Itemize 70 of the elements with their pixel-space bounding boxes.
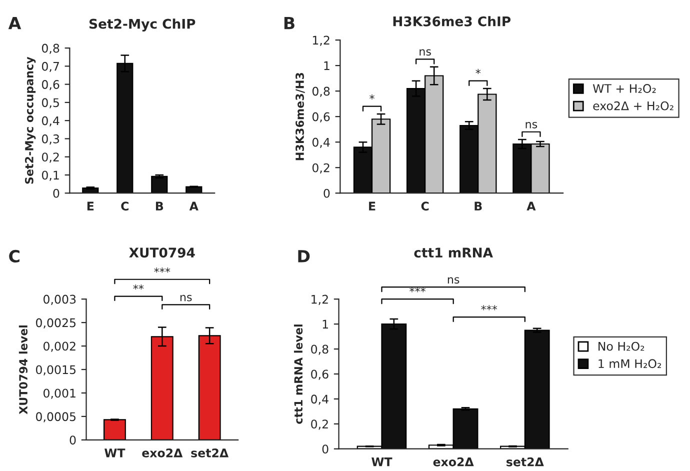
y-tick-label: 0 [324,188,330,198]
y-tick-label: 0,003 [44,294,76,305]
legend-label: No H₂O₂ [598,342,644,351]
y-tick-label: 0 [53,188,60,198]
y-tick-label: 1,2 [312,294,328,305]
y-tick-label: 0,002 [44,342,76,352]
chart-title: XUT0794 [129,248,195,258]
y-tick-label: 0,001 [44,388,76,399]
y-tick-label: 1 [322,320,328,329]
x-tick-label: A [526,202,536,210]
text: ns [448,277,460,284]
x-tick-label: WT [104,448,126,458]
legend-label: WT + H₂O₂ [592,84,656,93]
text: *** [154,268,170,273]
y-tick-label: 0,0025 [36,318,76,328]
y-tick-label: 0,7 [42,62,59,72]
text: ** [133,284,144,290]
y-tick-label: 0,6 [312,112,330,122]
chart-title: ctt1 mRNA [414,248,493,258]
y-tick-label: 0,1 [42,170,59,181]
x-tick-label: A [189,202,198,210]
legend-label: 1 mM H₂O₂ [598,359,661,368]
annotation: * [476,68,481,74]
annotation: ns [180,294,192,302]
y-tick-label: 1,2 [312,36,330,46]
annotation: * [370,94,374,100]
y-tick-label: 0 [70,436,76,445]
x-tick-label: B [156,202,164,210]
y-tick-label: 0,8 [311,344,328,355]
x-tick-label: set2Δ [506,457,544,466]
y-tick-label: 0,8 [42,44,60,54]
legend-label: exo2Δ + H₂O₂ [593,101,674,110]
x-tick-label: exo2Δ [433,457,474,466]
x-tick-label: exo2Δ [142,448,183,458]
y-axis-title: H3K36me3/H3 [296,72,305,160]
y-tick-label: 0,2 [42,152,59,163]
y-tick-label: 1 [324,61,330,70]
x-tick-label: E [369,202,376,210]
x-tick-label: WT [372,458,392,466]
annotation: ns [420,49,431,56]
y-tick-label: 0,4 [311,394,328,405]
y-tick-label: 0,0005 [36,412,76,422]
annotation: *** [481,305,498,310]
x-tick-label: B [474,202,482,210]
y-tick-label: 0,2 [311,420,328,430]
y-tick-label: 0,6 [42,80,60,90]
text: A [8,17,22,30]
y-axis-title: Set2-Myc occupancy [24,56,36,184]
y-axis-title: XUT0794 level [18,325,28,414]
x-tick-label: set2Δ [191,448,229,458]
y-tick-label: 0,3 [42,134,60,145]
y-tick-label: 0,2 [312,163,330,174]
y-tick-label: 0 [322,444,328,454]
text: D [298,250,310,262]
chart-title: H3K36me3 ChIP [393,16,511,26]
text: *** [410,287,426,292]
y-tick-label: 0,4 [42,116,60,126]
x-tick-label: E [87,202,94,210]
y-tick-label: 0,8 [312,86,330,97]
y-tick-label: 0,4 [312,138,330,148]
text: C [9,250,20,263]
y-tick-label: 0,6 [311,370,328,380]
y-tick-label: 0,5 [42,98,59,108]
x-tick-label: C [121,202,128,211]
chart-title: Set2-Myc ChIP [89,18,196,32]
annotation: ns [526,122,538,128]
y-axis-title: ctt1 mRNA level [294,324,303,424]
text: B [284,17,294,30]
x-tick-label: C [421,202,429,211]
y-tick-label: 0,0015 [36,365,76,376]
